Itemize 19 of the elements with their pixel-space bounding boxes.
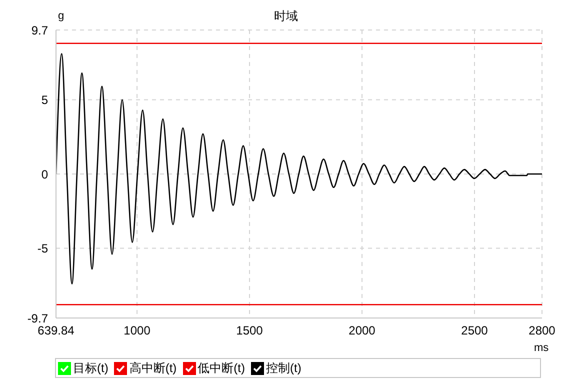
y-tick-label: 0 <box>41 167 48 182</box>
x-tick-label: 2800 <box>528 324 556 338</box>
x-tick-label: 1500 <box>236 324 264 338</box>
x-tick-label: 2500 <box>461 324 488 338</box>
y-tick-label: -5 <box>37 241 48 256</box>
y-axis-title: g <box>58 10 64 22</box>
legend-label: 目标(t) <box>73 360 108 376</box>
y-tick-label: -9.7 <box>27 311 48 326</box>
line-series <box>56 53 542 285</box>
x-tick-label: 639.84 <box>38 324 75 338</box>
chart-title: 时域 <box>274 9 298 23</box>
legend-label: 高中断(t) <box>129 360 177 376</box>
x-axis-title: ms <box>534 342 549 354</box>
x-tick-label: 1000 <box>124 324 151 338</box>
legend-label: 低中断(t) <box>198 360 245 376</box>
x-tick-label: 2000 <box>348 324 376 338</box>
y-tick-label: 5 <box>41 93 48 108</box>
legend-label: 控制(t) <box>266 360 302 376</box>
y-tick-label: 9.7 <box>31 23 48 38</box>
